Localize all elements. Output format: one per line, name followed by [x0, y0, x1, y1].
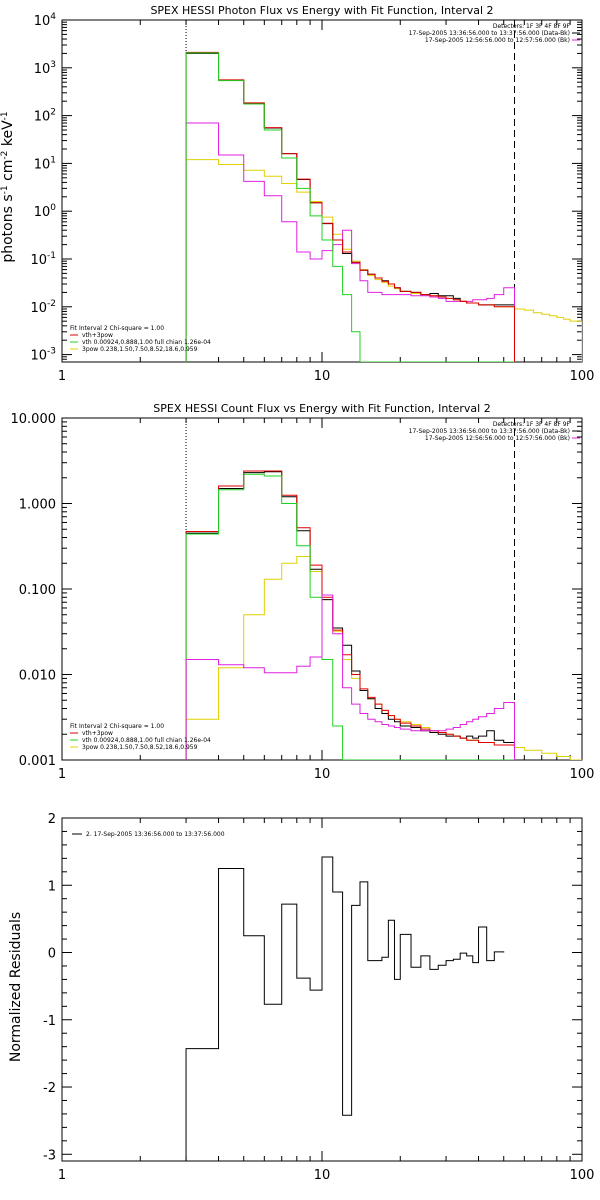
legend-entry: Detectors: 1F 3F 4F 8F 9F — [493, 421, 571, 428]
count-flux-title: SPEX HESSI Count Flux vs Energy with Fit… — [153, 402, 490, 415]
series-vth-3pow-line — [185, 51, 515, 362]
photon-flux-panel: SPEX HESSI Photon Flux vs Energy with Fi… — [0, 4, 594, 384]
series-vth-3pow-line — [185, 470, 515, 760]
legend-entry: Fit Interval 2 Chi-square = 1.00 — [70, 325, 164, 332]
legend-entry: 3pow 0.238,1.50,7.50,8.52,18.6,0.959 — [82, 346, 198, 353]
photon-flux-ylabel: photons s-1 cm-2 keV-1 — [0, 111, 16, 262]
photon-flux-title: SPEX HESSI Photon Flux vs Energy with Fi… — [150, 4, 493, 17]
y-tick-label: 1 — [48, 879, 56, 894]
y-tick-label: 100 — [34, 203, 57, 220]
y-tick-label: -3 — [43, 1148, 56, 1163]
y-tick-label: 10-2 — [30, 299, 56, 316]
series-bk-line — [185, 594, 515, 760]
y-tick-label: 101 — [34, 155, 56, 172]
legend-entry: Fit Interval 2 Chi-square = 1.00 — [70, 723, 164, 730]
y-tick-label: 104 — [34, 12, 57, 29]
y-tick-label: 10-1 — [30, 251, 56, 268]
y-tick-label: 1.000 — [19, 498, 56, 513]
y-tick-label: -1 — [43, 1014, 56, 1029]
series-bk-line — [185, 122, 515, 362]
y-tick-label: 10-3 — [30, 347, 56, 364]
legend-entry: 2. 17-Sep-2005 13:36:56.000 to 13:37:56.… — [86, 831, 225, 838]
x-tick-label: 100 — [570, 1168, 595, 1183]
legend-entry: 3pow 0.238,1.50,7.50,8.52,18.6,0.959 — [82, 744, 198, 751]
legend-entry: 17-Sep-2005 12:56:56.000 to 12:57:56.000… — [425, 435, 570, 442]
y-tick-label: 2 — [48, 812, 56, 827]
x-tick-label: 1 — [58, 369, 66, 384]
legend-entry: vth 0.00924,0.888,1.00 full chian 1.26e-… — [82, 737, 211, 744]
y-tick-label: 0 — [48, 947, 56, 962]
y-tick-label: 0.100 — [19, 583, 56, 598]
legend-entry: vth+3pow — [82, 332, 113, 339]
series-data-bk-line — [185, 52, 515, 362]
series-3pow-line — [185, 159, 582, 362]
series-vth-line — [185, 52, 515, 362]
legend-entry: 17-Sep-2005 13:36:56.000 to 13:37:56.000… — [409, 30, 570, 37]
plot-frame — [61, 19, 583, 363]
x-tick-label: 1 — [58, 1168, 66, 1183]
y-tick-label: 10.000 — [11, 412, 57, 427]
y-tick-label: 103 — [34, 60, 56, 77]
x-tick-label: 10 — [314, 369, 331, 384]
y-tick-label: 102 — [34, 108, 56, 125]
x-tick-label: 10 — [314, 1168, 331, 1183]
x-tick-label: 10 — [314, 767, 331, 782]
y-tick-label: 0.010 — [19, 669, 56, 684]
legend-entry: Detectors: 1F 3F 4F 8F 9F — [493, 23, 571, 30]
x-tick-label: 100 — [570, 767, 595, 782]
x-tick-label: 100 — [570, 369, 595, 384]
x-tick-label: 1 — [58, 767, 66, 782]
series-vth-line — [185, 473, 515, 760]
legend-entry: vth+3pow — [82, 730, 113, 737]
residuals-ylabel: Normalized Residuals — [8, 912, 24, 1062]
legend-entry: 17-Sep-2005 13:36:56.000 to 13:37:56.000… — [409, 428, 570, 435]
series-3pow-line — [185, 555, 582, 760]
legend-entry: 17-Sep-2005 12:56:56.000 to 12:57:56.000… — [425, 37, 570, 44]
series-data-bk-line — [185, 471, 515, 760]
count-flux-panel: SPEX HESSI Count Flux vs Energy with Fit… — [11, 402, 595, 782]
y-tick-label: -2 — [43, 1081, 56, 1096]
series-residuals-line — [185, 856, 505, 1161]
legend-entry: vth 0.00924,0.888,1.00 full chian 1.26e-… — [82, 339, 211, 346]
residuals-panel: Normalized Residuals 1 10 100 -3 -2 -1 0 1 2 2. 1… — [8, 812, 594, 1183]
y-tick-label: 0.001 — [19, 754, 56, 769]
